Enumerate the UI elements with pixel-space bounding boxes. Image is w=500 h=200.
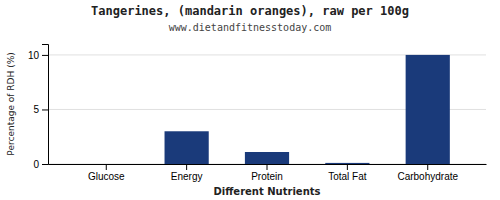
subtitle: www.dietandfitnesstoday.com <box>169 22 332 33</box>
y-tick: 5 <box>33 104 48 115</box>
bar <box>406 55 450 164</box>
x-tick-label: Carbohydrate <box>397 171 458 182</box>
y-axis: 0 5 10 <box>28 45 49 170</box>
chart: Tangerines, (mandarin oranges), raw per … <box>0 0 500 200</box>
x-tick: Energy <box>171 164 203 182</box>
y-tick-label: 10 <box>28 50 40 61</box>
x-tick: Glucose <box>88 164 125 182</box>
x-axis: Glucose Energy Protein Total Fat Carbohydrat… <box>49 164 487 182</box>
bar <box>165 131 209 164</box>
y-tick-mark <box>42 55 48 56</box>
x-tick-mark <box>267 164 268 170</box>
x-tick-mark <box>427 164 428 170</box>
x-axis-title: Different Nutrients <box>214 186 321 197</box>
plot: Glucose Energy Protein Total Fat Carbohydrat… <box>6 45 487 198</box>
bar <box>325 163 369 164</box>
x-tick: Carbohydrate <box>397 164 458 182</box>
x-tick-label: Protein <box>251 171 283 182</box>
grid <box>48 55 486 164</box>
x-tick-label: Glucose <box>88 171 125 182</box>
y-tick: 0 <box>33 159 48 170</box>
x-tick-mark <box>347 164 348 170</box>
bar <box>245 152 289 164</box>
x-tick-label: Total Fat <box>328 171 367 182</box>
title: Tangerines, (mandarin oranges), raw per … <box>91 4 409 18</box>
y-axis-title: Percentage of RDH (%) <box>6 52 16 155</box>
x-tick-mark <box>186 164 187 170</box>
y-tick-mark <box>42 164 48 165</box>
x-tick: Total Fat <box>328 164 367 182</box>
y-tick: 10 <box>28 50 48 61</box>
x-tick: Protein <box>251 164 283 182</box>
y-tick-mark <box>42 109 48 110</box>
y-axis-line <box>42 45 49 165</box>
y-tick-label: 5 <box>33 104 39 115</box>
y-tick-label: 0 <box>33 159 39 170</box>
bars <box>165 55 450 164</box>
x-tick-label: Energy <box>171 171 203 182</box>
x-tick-mark <box>106 164 107 170</box>
bar <box>84 164 128 165</box>
